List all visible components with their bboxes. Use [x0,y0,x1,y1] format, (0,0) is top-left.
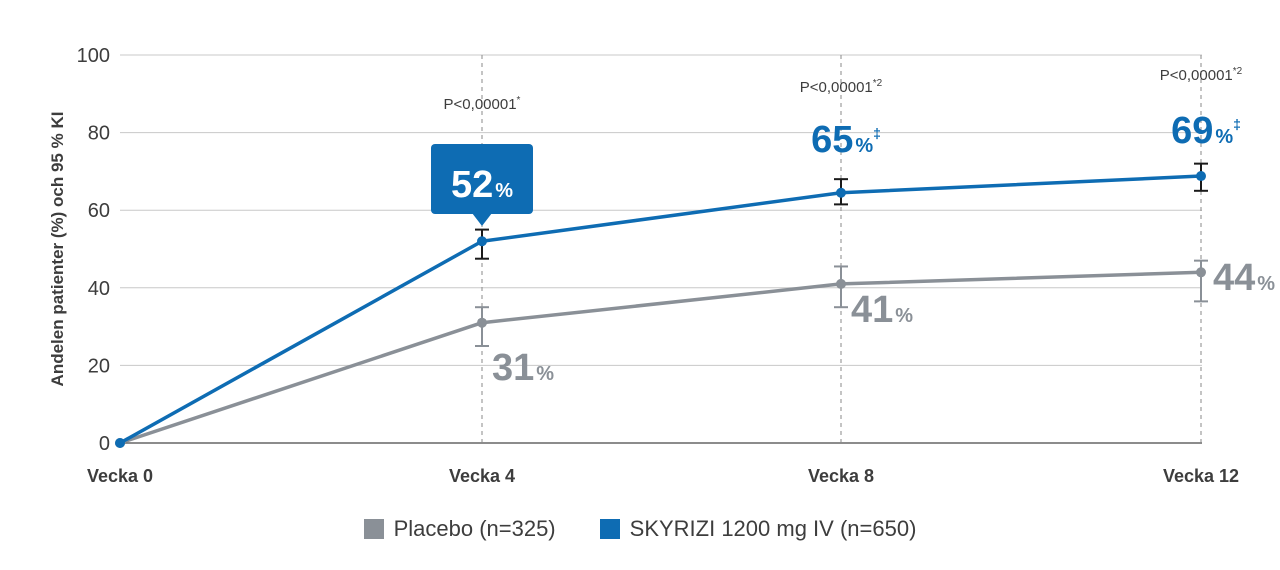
series-line-skyrizi [119,174,1202,445]
p-value-annotation: P<0,00001*2 [800,78,883,96]
data-point-skyrizi [1196,171,1206,182]
legend: Placebo (n=325) SKYRIZI 1200 mg IV (n=65… [0,516,1280,542]
data-point-skyrizi [836,187,846,198]
y-tick-label: 80 [88,123,110,145]
y-tick-label: 20 [88,355,110,377]
data-label-placebo: 31% [492,347,554,389]
data-label-placebo: 41% [851,289,913,331]
data-point-skyrizi [115,438,125,448]
legend-item-skyrizi: SKYRIZI 1200 mg IV (n=650) [599,516,917,542]
x-tick-label: Vecka 12 [1163,466,1239,486]
callout-box [431,144,533,214]
x-tick-label: Vecka 8 [808,466,874,486]
line-chart: 0 20 40 60 80 100 Vecka 0 Vecka 4 Vecka 8 Vecka 1… [48,45,1275,486]
y-tick-label: 40 [88,278,110,300]
callout-pointer [472,213,492,226]
x-tick-label: Vecka 0 [87,466,153,486]
y-axis-title: Andelen patienter (%) och 95 % KI [48,112,67,387]
data-label-skyrizi: 69 %‡ [1171,110,1241,152]
y-tick-label: 60 [88,200,110,222]
data-label-skyrizi: 65 %‡ [811,119,881,161]
y-tick-label: 100 [77,45,110,67]
x-tick-label: Vecka 4 [449,466,515,486]
legend-swatch-placebo [363,519,384,539]
p-value-annotation: P<0,00001* [444,95,521,113]
legend-label-skyrizi: SKYRIZI 1200 mg IV (n=650) [629,516,917,541]
data-label-skyrizi: 52% [451,164,513,206]
data-label-placebo: 44% [1213,257,1275,299]
data-point-placebo [477,317,487,328]
legend-swatch-skyrizi [599,519,620,539]
data-point-placebo [1196,267,1206,278]
series-line-placebo [119,270,1202,445]
data-point-skyrizi [477,236,487,247]
legend-item-placebo: Placebo (n=325) [363,516,556,542]
legend-label-placebo: Placebo (n=325) [393,516,556,541]
p-value-annotation: P<0,00001*2 [1160,66,1243,84]
y-tick-label: 0 [99,433,110,455]
data-point-placebo [836,278,846,289]
